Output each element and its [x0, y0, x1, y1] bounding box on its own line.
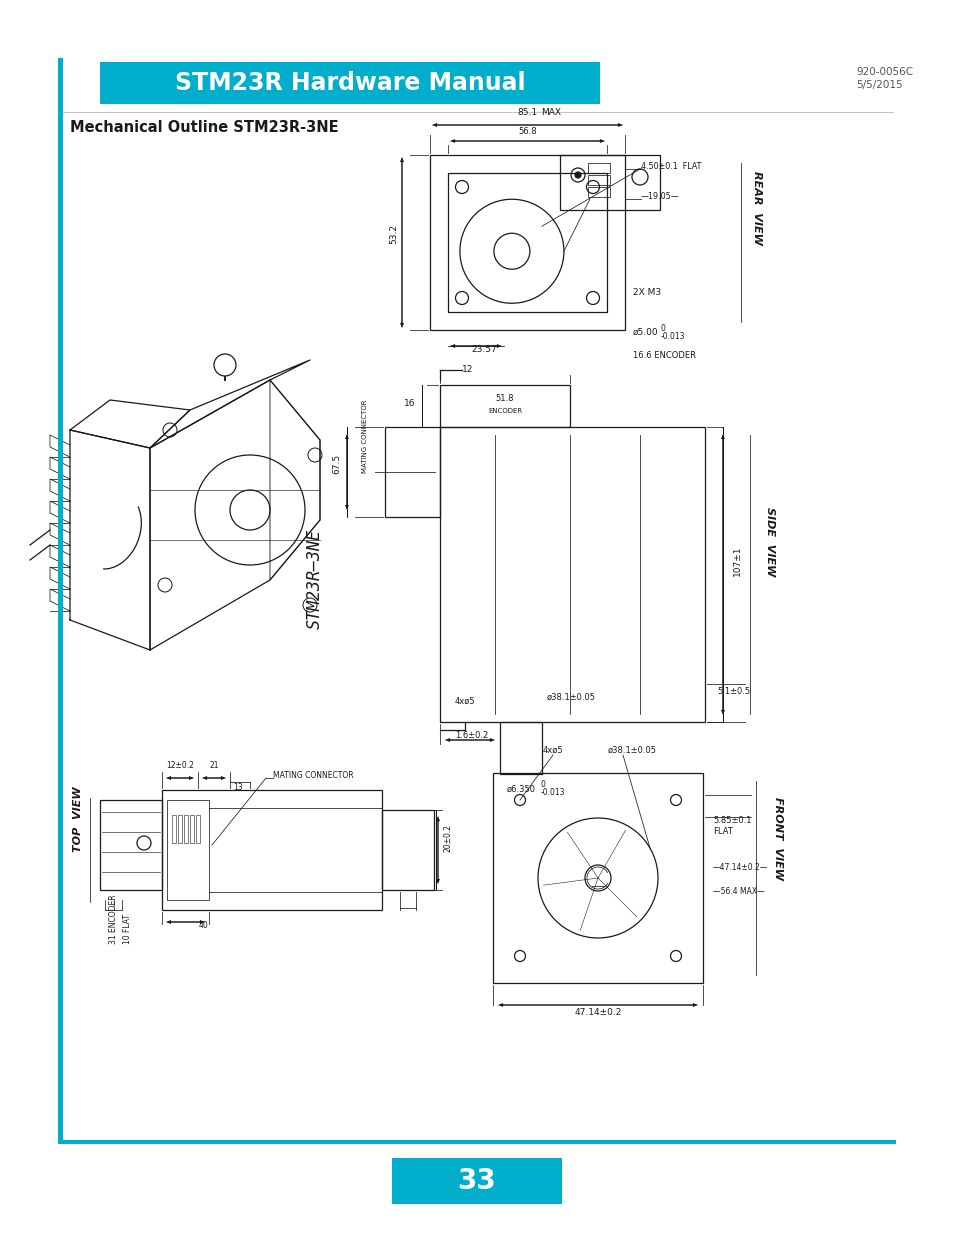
Bar [448, 173, 606, 312]
Bar [587, 186, 609, 198]
Text: 16.6 ENCODER: 16.6 ENCODER [633, 351, 696, 359]
Text: MATING CONNECTOR: MATING CONNECTOR [273, 771, 354, 781]
Text: FLAT: FLAT [712, 827, 732, 836]
Text: 56.8: 56.8 [517, 127, 537, 136]
Text: 0: 0 [660, 324, 665, 333]
Text: ø38.1±0.05: ø38.1±0.05 [546, 693, 596, 701]
Bar [587, 163, 609, 173]
Text: 13: 13 [233, 783, 243, 792]
Text: 5.1±0.5: 5.1±0.5 [717, 687, 749, 697]
Text: STM23R Hardware Manual: STM23R Hardware Manual [174, 70, 525, 95]
Text: 0: 0 [540, 781, 545, 789]
Text: 23.57: 23.57 [471, 345, 497, 354]
Text: 920-0056C: 920-0056C [855, 67, 912, 77]
Text: 107±1: 107±1 [732, 546, 741, 577]
Circle shape [575, 172, 580, 178]
Text: 40: 40 [199, 921, 209, 930]
Text: 16: 16 [403, 399, 415, 408]
Text: 12±0.2: 12±0.2 [166, 761, 193, 769]
Text: 10 FLAT: 10 FLAT [123, 914, 132, 944]
Bar [162, 790, 381, 910]
Text: 1.6±0.2: 1.6±0.2 [455, 731, 488, 740]
Bar [100, 62, 599, 104]
Text: 47.14±0.2: 47.14±0.2 [574, 1008, 621, 1016]
Bar [439, 385, 569, 427]
Text: TOP  VIEW: TOP VIEW [73, 787, 83, 852]
Bar [195, 815, 200, 844]
Text: -0.013: -0.013 [660, 332, 685, 341]
Text: 4xø5: 4xø5 [455, 697, 476, 706]
Text: 53.2: 53.2 [389, 225, 398, 245]
Text: 85.1: 85.1 [517, 107, 537, 117]
Text: 2X M3: 2X M3 [633, 288, 660, 296]
Text: 67.5: 67.5 [333, 454, 341, 474]
Text: 5.85±0.1: 5.85±0.1 [712, 816, 751, 825]
Text: ø6.350: ø6.350 [506, 785, 535, 794]
Bar [58, 58, 63, 1144]
Text: 33: 33 [457, 1167, 496, 1195]
Text: —47.14±0.2—: —47.14±0.2— [712, 863, 767, 872]
Bar [587, 175, 609, 185]
Text: 4.50±0.1  FLAT: 4.50±0.1 FLAT [640, 162, 700, 170]
Text: SIDE  VIEW: SIDE VIEW [764, 508, 774, 577]
Text: Mechanical Outline STM23R-3NE: Mechanical Outline STM23R-3NE [70, 120, 338, 135]
Text: MATING CONNECTOR: MATING CONNECTOR [361, 399, 368, 473]
Bar [100, 800, 162, 890]
Text: 20±0.2: 20±0.2 [443, 824, 453, 852]
Text: 21: 21 [209, 761, 218, 769]
Text: 12: 12 [461, 366, 473, 374]
Text: ø38.1±0.05: ø38.1±0.05 [607, 746, 657, 755]
Text: 51.8: 51.8 [496, 394, 514, 403]
Text: FRONT  VIEW: FRONT VIEW [772, 797, 782, 881]
Bar [184, 815, 188, 844]
Bar [439, 427, 704, 722]
Bar [385, 427, 439, 517]
Bar [58, 1140, 895, 1144]
Text: —56.4 MAX—: —56.4 MAX— [712, 887, 764, 897]
Bar [392, 1158, 561, 1204]
Text: 31 ENCODER: 31 ENCODER [110, 894, 118, 944]
Bar [172, 815, 175, 844]
Bar [381, 810, 434, 890]
Text: ENCODER: ENCODER [487, 408, 521, 414]
Bar [493, 773, 702, 983]
Bar [190, 815, 193, 844]
Bar [167, 800, 209, 900]
Bar [430, 156, 624, 330]
Text: |: | [112, 900, 114, 906]
Bar [559, 156, 659, 210]
Text: —19.05—: —19.05— [640, 191, 679, 201]
Text: ø5.00: ø5.00 [633, 329, 658, 337]
Bar [178, 815, 182, 844]
Text: -0.013: -0.013 [540, 788, 565, 797]
Bar [499, 722, 541, 774]
Text: 5/5/2015: 5/5/2015 [855, 80, 902, 90]
Text: REAR  VIEW: REAR VIEW [751, 170, 761, 245]
Text: 4xø5: 4xø5 [542, 746, 563, 755]
Text: MAX: MAX [541, 107, 561, 117]
Text: STM23R—3NE: STM23R—3NE [306, 529, 324, 629]
